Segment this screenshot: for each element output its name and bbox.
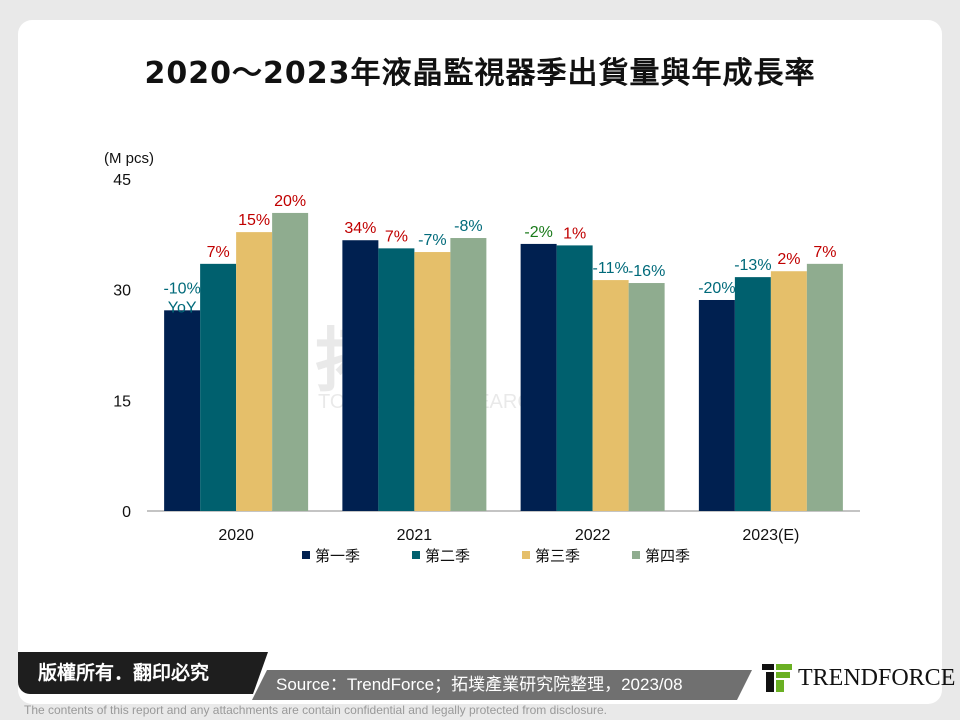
disclaimer: The contents of this report and any atta…: [24, 703, 607, 717]
y-tick-label: 45: [113, 172, 131, 189]
legend-swatch: [302, 551, 310, 559]
legend-swatch: [522, 551, 530, 559]
bar: [734, 277, 771, 511]
bar: [770, 271, 807, 511]
data-label: 7%: [207, 244, 230, 261]
chart-title: 2020～2023年液晶監視器季出貨量與年成長率: [144, 56, 816, 91]
bar: [806, 263, 843, 511]
bar: [342, 240, 379, 512]
data-label: 7%: [813, 244, 836, 261]
data-label: 7%: [385, 228, 408, 245]
bar: [414, 252, 451, 512]
legend-label: 第二季: [425, 547, 470, 565]
data-label: -16%: [628, 263, 665, 280]
bar: [592, 280, 629, 511]
data-label: 15%: [238, 212, 270, 229]
data-label: -8%: [454, 218, 482, 235]
logo-text: TRENDFORCE: [798, 664, 956, 691]
trendforce-logo: TRENDFORCE: [762, 664, 955, 692]
y-tick-label: 0: [122, 504, 131, 521]
yoy-note: YoY: [168, 299, 197, 316]
data-label: 34%: [344, 220, 376, 237]
source-banner: Source：TrendForce；拓墣產業研究院整理，2023/08: [252, 670, 752, 700]
copyright-banner: 版權所有．翻印必究: [18, 652, 268, 694]
data-label: -7%: [418, 232, 446, 249]
data-label: 1%: [563, 225, 586, 242]
logo-mark-icon: [762, 664, 792, 692]
bar: [450, 238, 487, 511]
bar: [628, 283, 665, 511]
data-label: -11%: [593, 260, 629, 277]
bar: [200, 263, 237, 511]
legend-label: 第一季: [315, 547, 360, 565]
legend-swatch: [632, 551, 640, 559]
data-label: -10%: [163, 280, 200, 297]
y-axis-unit: (M pcs): [104, 150, 154, 167]
x-tick-label: 2021: [397, 527, 433, 544]
bar: [520, 243, 557, 511]
x-tick-label: 2022: [575, 527, 611, 544]
data-label: -2%: [524, 224, 552, 241]
x-tick-label: 2023(E): [742, 527, 799, 544]
bar: [236, 232, 273, 511]
data-label: -13%: [734, 257, 771, 274]
legend-label: 第三季: [535, 547, 580, 565]
bar: [272, 212, 309, 511]
bar: [556, 245, 593, 511]
bar: [378, 248, 415, 511]
data-label: -20%: [698, 280, 735, 297]
bar: [698, 299, 735, 511]
data-label: 2%: [777, 251, 800, 268]
y-tick-label: 15: [113, 393, 131, 410]
bar: [164, 310, 201, 511]
data-label: 20%: [274, 193, 306, 210]
y-tick-label: 30: [113, 283, 131, 300]
x-tick-label: 2020: [218, 527, 254, 544]
legend-swatch: [412, 551, 420, 559]
legend-label: 第四季: [645, 547, 690, 565]
